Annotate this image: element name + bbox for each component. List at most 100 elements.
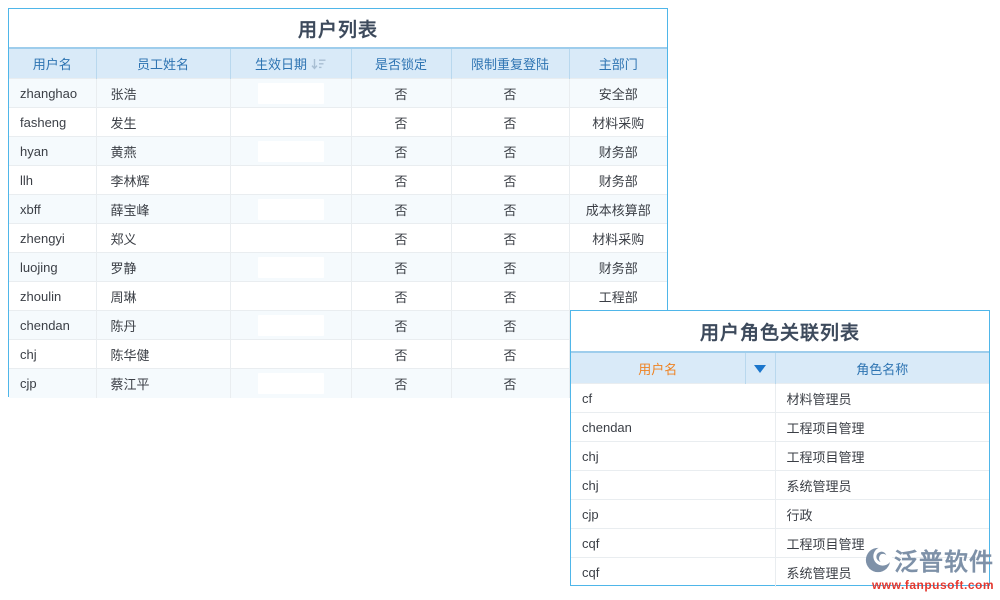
col-header-role-name: 角色名称 <box>774 352 989 384</box>
cell-employee-name: 蔡江平 <box>95 368 230 398</box>
effective-date-input[interactable] <box>257 256 324 278</box>
effective-date-input[interactable] <box>257 285 324 307</box>
cell-role-username: cqf <box>571 528 775 558</box>
cell-restrict-login: 否 <box>450 136 569 166</box>
cell-main-dept: 安全部 <box>568 78 667 108</box>
cell-main-dept: 财务部 <box>568 136 667 166</box>
cell-effective-date <box>229 107 351 137</box>
cell-username: hyan <box>9 136 96 166</box>
cell-username: chendan <box>9 310 96 340</box>
cell-locked: 否 <box>350 252 451 282</box>
cell-role-name: 材料管理员 <box>774 383 989 413</box>
cell-username: zhengyi <box>9 223 96 253</box>
col-header-username: 用户名 <box>9 48 96 79</box>
cell-effective-date <box>229 368 351 398</box>
dropdown-arrow-icon[interactable] <box>754 365 766 374</box>
cell-username: luojing <box>9 252 96 282</box>
cell-role-name: 工程项目管理 <box>774 441 989 471</box>
cell-username: chj <box>9 339 96 369</box>
watermark-brand: 泛普软件 <box>894 550 994 576</box>
user-list-title: 用户列表 <box>9 9 667 48</box>
cell-effective-date <box>229 339 351 369</box>
user-table-row[interactable]: zhengyi 郑义 否 否 材料采购 <box>9 223 667 253</box>
effective-date-input[interactable] <box>257 372 324 394</box>
user-list-table: 用户名 员工姓名 生效日期 是否锁定 限制重复登陆 主部门 <box>9 48 667 398</box>
cell-main-dept: 财务部 <box>568 252 667 282</box>
cell-employee-name: 发生 <box>95 107 230 137</box>
cell-employee-name: 李林辉 <box>95 165 230 195</box>
user-table-row[interactable]: llh 李林辉 否 否 财务部 <box>9 165 667 195</box>
cell-locked: 否 <box>350 368 451 398</box>
user-table-row[interactable]: luojing 罗静 否 否 财务部 <box>9 252 667 282</box>
user-role-title: 用户角色关联列表 <box>571 311 989 352</box>
cell-restrict-login: 否 <box>450 194 569 224</box>
role-table-row[interactable]: cjp 行政 <box>571 499 989 529</box>
cell-username: zhanghao <box>9 78 96 108</box>
cell-restrict-login: 否 <box>450 339 569 369</box>
cell-role-username: cqf <box>571 557 775 587</box>
fanpu-logo-icon <box>865 546 892 572</box>
cell-locked: 否 <box>350 339 451 369</box>
cell-main-dept: 材料采购 <box>568 223 667 253</box>
col-header-employee-name: 员工姓名 <box>95 48 230 79</box>
user-table-row[interactable]: zhoulin 周琳 否 否 工程部 <box>9 281 667 311</box>
user-list-panel: 用户列表 用户名 员工姓名 生效日期 <box>8 8 668 398</box>
cell-main-dept: 成本核算部 <box>568 194 667 224</box>
effective-date-input[interactable] <box>257 343 324 365</box>
role-table-row[interactable]: chj 工程项目管理 <box>571 441 989 471</box>
cell-employee-name: 罗静 <box>95 252 230 282</box>
cell-main-dept: 工程部 <box>568 281 667 311</box>
cell-role-username: chj <box>571 441 775 471</box>
cell-username: cjp <box>9 368 96 398</box>
user-list-header-row: 用户名 员工姓名 生效日期 是否锁定 限制重复登陆 主部门 <box>9 48 667 79</box>
user-table-row[interactable]: cjp 蔡江平 否 否 <box>9 368 667 398</box>
role-table-row[interactable]: cqf 工程项目管理 <box>571 528 989 558</box>
col-header-role-username[interactable]: 用户名 <box>571 352 745 384</box>
effective-date-input[interactable] <box>257 111 324 133</box>
cell-main-dept: 财务部 <box>568 165 667 195</box>
effective-date-input[interactable] <box>257 227 324 249</box>
cell-restrict-login: 否 <box>450 165 569 195</box>
user-table-row[interactable]: hyan 黄燕 否 否 财务部 <box>9 136 667 166</box>
role-table-row[interactable]: cf 材料管理员 <box>571 383 989 413</box>
watermark: 泛普软件 www.fanpusoft.com <box>860 542 994 592</box>
cell-locked: 否 <box>350 107 451 137</box>
cell-locked: 否 <box>350 136 451 166</box>
effective-date-input[interactable] <box>257 82 324 104</box>
effective-date-input[interactable] <box>257 314 324 336</box>
user-role-body: cf 材料管理员 chendan 工程项目管理 chj 工程项目管理 chj 系… <box>571 383 989 587</box>
cell-employee-name: 周琳 <box>95 281 230 311</box>
cell-employee-name: 陈华健 <box>95 339 230 369</box>
username-filter-cell[interactable] <box>744 352 775 384</box>
effective-date-input[interactable] <box>257 198 324 220</box>
user-table-row[interactable]: xbff 薛宝峰 否 否 成本核算部 <box>9 194 667 224</box>
user-table-row[interactable]: chendan 陈丹 否 否 <box>9 310 667 340</box>
effective-date-input[interactable] <box>257 169 324 191</box>
cell-restrict-login: 否 <box>450 223 569 253</box>
cell-locked: 否 <box>350 165 451 195</box>
cell-role-username: chendan <box>571 412 775 442</box>
cell-employee-name: 黄燕 <box>95 136 230 166</box>
col-header-effective-date[interactable]: 生效日期 <box>229 48 351 79</box>
user-table-row[interactable]: zhanghao 张浩 否 否 安全部 <box>9 78 667 108</box>
sort-descending-icon[interactable] <box>311 58 326 70</box>
cell-effective-date <box>229 252 351 282</box>
cell-role-username: chj <box>571 470 775 500</box>
cell-locked: 否 <box>350 281 451 311</box>
role-table-row[interactable]: chj 系统管理员 <box>571 470 989 500</box>
user-table-row[interactable]: fasheng 发生 否 否 材料采购 <box>9 107 667 137</box>
col-header-main-dept: 主部门 <box>568 48 667 79</box>
cell-employee-name: 薛宝峰 <box>95 194 230 224</box>
cell-role-username: cf <box>571 383 775 413</box>
cell-role-name: 系统管理员 <box>774 470 989 500</box>
col-header-effective-date-label: 生效日期 <box>254 57 307 72</box>
cell-locked: 否 <box>350 310 451 340</box>
user-table-row[interactable]: chj 陈华健 否 否 <box>9 339 667 369</box>
cell-effective-date <box>229 281 351 311</box>
cell-effective-date <box>229 223 351 253</box>
role-table-row[interactable]: chendan 工程项目管理 <box>571 412 989 442</box>
effective-date-input[interactable] <box>257 140 324 162</box>
cell-role-name: 行政 <box>774 499 989 529</box>
cell-locked: 否 <box>350 78 451 108</box>
cell-restrict-login: 否 <box>450 78 569 108</box>
